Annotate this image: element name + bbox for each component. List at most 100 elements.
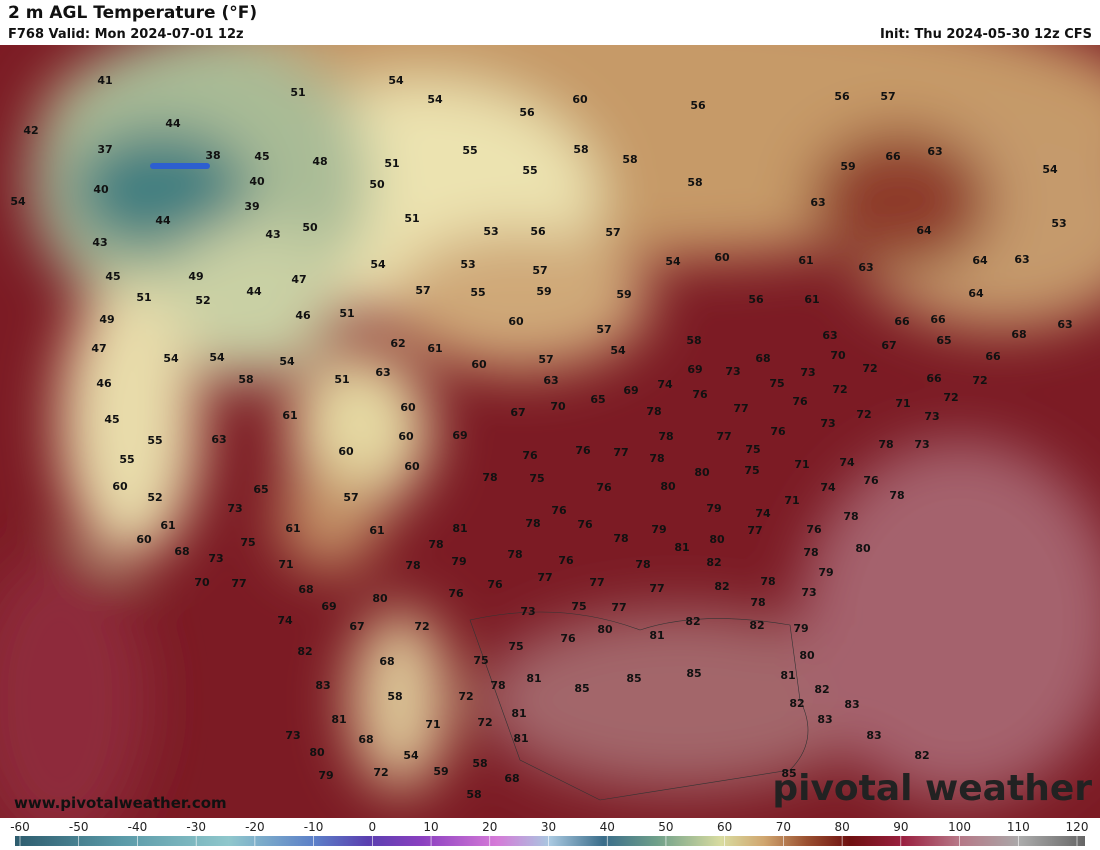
colorbar-tick-label: 40 — [600, 820, 615, 834]
temp-label: 61 — [427, 342, 442, 355]
colorbar-tick-label: 80 — [834, 820, 849, 834]
temp-label: 74 — [755, 507, 771, 520]
temp-label: 44 — [165, 117, 181, 130]
temp-label: 81 — [649, 629, 664, 642]
temp-label: 55 — [147, 434, 162, 447]
temp-label: 57 — [343, 491, 358, 504]
temp-label: 63 — [211, 433, 226, 446]
temp-label: 41 — [97, 74, 112, 87]
temp-label: 82 — [706, 556, 721, 569]
temp-label: 71 — [425, 718, 440, 731]
temp-label: 85 — [626, 672, 641, 685]
temp-label: 76 — [806, 523, 822, 536]
temp-label: 77 — [649, 582, 664, 595]
temp-label: 51 — [334, 373, 349, 386]
temp-label: 66 — [930, 313, 946, 326]
temp-label: 58 — [466, 788, 481, 801]
temp-label: 45 — [104, 413, 119, 426]
temp-label: 79 — [793, 622, 808, 635]
temp-label: 80 — [309, 746, 325, 759]
temp-label: 71 — [784, 494, 799, 507]
temp-label: 53 — [483, 225, 498, 238]
temp-label: 54 — [665, 255, 681, 268]
temp-label: 54 — [403, 749, 419, 762]
temp-label: 54 — [209, 351, 225, 364]
temp-label: 77 — [611, 601, 626, 614]
temp-label: 81 — [526, 672, 541, 685]
temp-label: 58 — [387, 690, 402, 703]
temp-label: 63 — [927, 145, 942, 158]
temp-label: 77 — [231, 577, 246, 590]
temp-label: 38 — [205, 149, 220, 162]
temp-label: 61 — [798, 254, 813, 267]
colorbar-tick-label: -50 — [69, 820, 89, 834]
temp-label: 69 — [452, 429, 467, 442]
temp-label: 54 — [388, 74, 404, 87]
temp-label: 83 — [844, 698, 859, 711]
colorbar-tick-label: 50 — [658, 820, 673, 834]
colorbar-tick-label: -40 — [128, 820, 148, 834]
colorbar-tick-label: 90 — [893, 820, 908, 834]
temp-label: 43 — [265, 228, 280, 241]
temp-label: 63 — [543, 374, 558, 387]
temp-label: 67 — [349, 620, 364, 633]
lake — [150, 163, 210, 169]
temp-label: 78 — [613, 532, 628, 545]
temp-label: 66 — [885, 150, 901, 163]
colorbar-tick-label: -30 — [186, 820, 206, 834]
temp-label: 66 — [926, 372, 942, 385]
temp-label: 60 — [572, 93, 588, 106]
temp-label: 63 — [1014, 253, 1029, 266]
colorbar-tick-label: 60 — [717, 820, 732, 834]
temp-label: 56 — [530, 225, 546, 238]
temp-label: 77 — [613, 446, 628, 459]
temp-label: 57 — [596, 323, 611, 336]
temp-label: 81 — [452, 522, 467, 535]
temp-label: 37 — [97, 143, 112, 156]
temp-label: 75 — [508, 640, 523, 653]
temp-label: 63 — [822, 329, 837, 342]
temp-label: 56 — [519, 106, 535, 119]
temp-label: 76 — [792, 395, 808, 408]
temp-label: 62 — [390, 337, 405, 350]
temp-label: 73 — [520, 605, 535, 618]
temp-label: 77 — [747, 524, 762, 537]
temp-label: 59 — [433, 765, 448, 778]
temp-label: 72 — [414, 620, 429, 633]
temp-label: 70 — [830, 349, 846, 362]
temp-label: 60 — [112, 480, 128, 493]
temp-label: 78 — [658, 430, 673, 443]
temp-label: 71 — [895, 397, 910, 410]
colorbar-tick-label: 0 — [369, 820, 377, 834]
temp-label: 82 — [749, 619, 764, 632]
title: 2 m AGL Temperature (°F) — [8, 3, 258, 23]
temp-label: 60 — [400, 401, 416, 414]
temp-label: 73 — [208, 552, 223, 565]
temp-label: 54 — [370, 258, 386, 271]
temp-label: 75 — [473, 654, 488, 667]
temp-label: 60 — [404, 460, 420, 473]
temp-label: 75 — [529, 472, 544, 485]
temp-label: 68 — [755, 352, 770, 365]
temp-label: 45 — [105, 270, 120, 283]
temp-label: 63 — [1057, 318, 1072, 331]
temp-label: 73 — [820, 417, 835, 430]
temp-label: 73 — [914, 438, 929, 451]
temp-label: 70 — [194, 576, 210, 589]
temp-label: 76 — [692, 388, 708, 401]
temp-label: 81 — [511, 707, 526, 720]
colorbar — [15, 836, 1085, 846]
temp-label: 50 — [369, 178, 385, 191]
temp-label: 60 — [714, 251, 730, 264]
temp-label: 76 — [551, 504, 567, 517]
temp-label: 75 — [745, 443, 760, 456]
temp-label: 80 — [799, 649, 815, 662]
temp-label: 65 — [253, 483, 268, 496]
temp-label: 76 — [770, 425, 786, 438]
temp-label: 67 — [881, 339, 896, 352]
temp-label: 58 — [472, 757, 487, 770]
temp-label: 58 — [687, 176, 702, 189]
temp-label: 73 — [725, 365, 740, 378]
temp-label: 52 — [195, 294, 210, 307]
temp-label: 73 — [924, 410, 939, 423]
